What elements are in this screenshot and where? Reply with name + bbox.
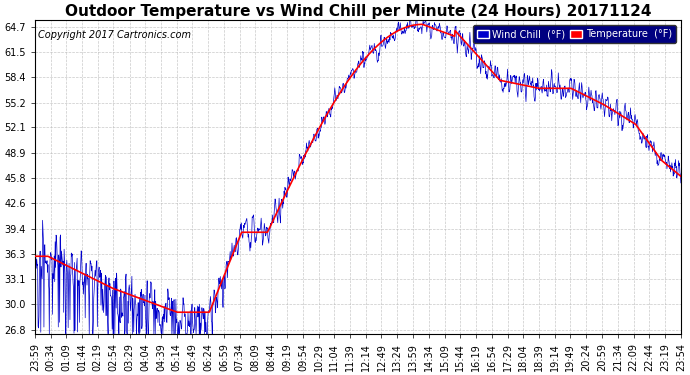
Text: Copyright 2017 Cartronics.com: Copyright 2017 Cartronics.com	[38, 30, 191, 40]
Legend: Wind Chill  (°F), Temperature  (°F): Wind Chill (°F), Temperature (°F)	[473, 25, 676, 43]
Title: Outdoor Temperature vs Wind Chill per Minute (24 Hours) 20171124: Outdoor Temperature vs Wind Chill per Mi…	[65, 4, 651, 19]
